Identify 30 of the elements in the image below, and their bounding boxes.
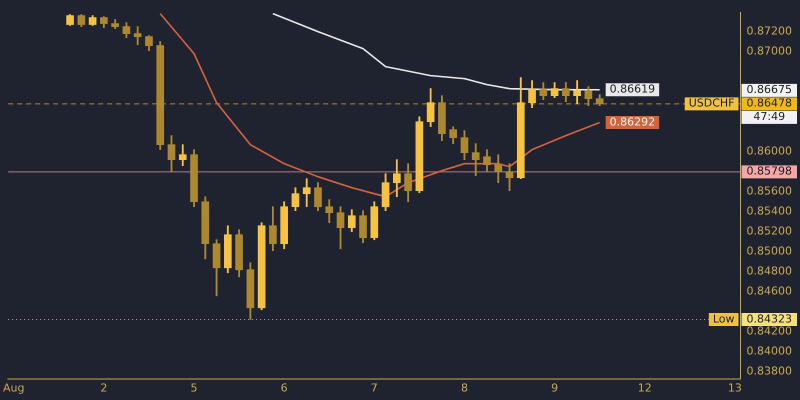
y-tick-label: 0.85200 bbox=[746, 224, 792, 238]
y-tick-label: 0.85000 bbox=[746, 244, 792, 258]
y-tick-label: 0.83800 bbox=[746, 364, 792, 378]
y-tick-label: 0.84000 bbox=[746, 344, 792, 358]
text: 0.86675 bbox=[746, 83, 792, 96]
text: 47:49 bbox=[753, 110, 786, 124]
y-tick-label: 0.84800 bbox=[746, 264, 792, 278]
data-label: 0.86619 bbox=[610, 82, 656, 96]
data-label: 0.86292 bbox=[610, 115, 656, 128]
ref-line-label: 0.85798 bbox=[746, 164, 792, 178]
y-tick-label: 0.87000 bbox=[746, 44, 792, 58]
y-tick-label: 0.84600 bbox=[746, 284, 792, 298]
ref-line-label: 0.84323 bbox=[746, 312, 792, 326]
x-tick-label: 8 bbox=[460, 381, 468, 394]
x-tick-label: 9 bbox=[551, 381, 558, 394]
y-tick-label: 0.87200 bbox=[746, 24, 792, 38]
x-tick-label: 12 bbox=[638, 381, 652, 394]
x-tick-label: 7 bbox=[370, 381, 378, 394]
x-tick-label: 2 bbox=[100, 381, 108, 394]
x-tick-label: 13 bbox=[728, 381, 742, 394]
y-tick-label: 0.85400 bbox=[746, 204, 792, 218]
x-tick-label: Aug bbox=[2, 381, 24, 394]
x-tick-label: 5 bbox=[190, 381, 198, 394]
y-tick-label: 0.86000 bbox=[746, 144, 792, 158]
annotation: USDCHF bbox=[688, 96, 735, 110]
ref-line-label: 0.86478 bbox=[746, 96, 792, 110]
y-tick-label: 0.85600 bbox=[746, 184, 792, 198]
annotation: Low bbox=[712, 312, 735, 326]
y-tick-label: 0.84200 bbox=[746, 324, 792, 338]
x-tick-label: 6 bbox=[280, 381, 288, 394]
